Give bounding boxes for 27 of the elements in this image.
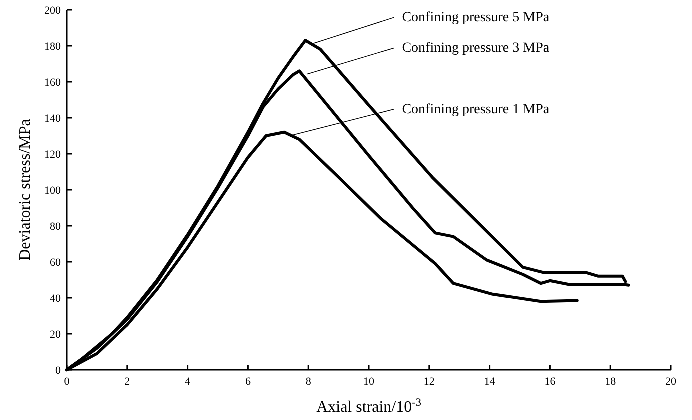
text: Confining pressure 3 MPa (402, 41, 550, 56)
y-axis-title: Deviatoric stress/MPa (17, 119, 34, 261)
x-tick-label: 12 (424, 376, 435, 388)
y-tick-label: 60 (50, 257, 62, 269)
y-tick-label: 40 (50, 293, 62, 305)
x-axis-title: Axial strain/10$^{-3}$ (316, 397, 422, 416)
x-tick-label: 8 (306, 376, 312, 388)
text: Confining pressure 1 MPa (402, 102, 550, 118)
x-tick-label: 2 (124, 376, 130, 388)
y-tick-label: 200 (44, 5, 62, 17)
x-tick-label: 18 (605, 376, 617, 388)
y-tick-label: 160 (44, 77, 62, 89)
x-tick-label: 14 (484, 376, 496, 388)
x-tick-label: 4 (185, 376, 192, 388)
text: Confining pressure 5 MPa (402, 10, 550, 26)
y-tick-label: 0 (56, 365, 62, 377)
y-tick-label: 80 (50, 221, 62, 233)
x-tick-label: 10 (364, 376, 375, 388)
x-tick-label: 0 (64, 376, 70, 388)
y-tick-label: 20 (50, 329, 62, 341)
x-tick-label: 6 (245, 376, 252, 388)
y-tick-label: 120 (44, 149, 62, 161)
y-tick-label: 140 (44, 113, 62, 125)
x-tick-label: 16 (544, 376, 556, 388)
y-tick-label: 100 (44, 185, 62, 197)
y-tick-label: 180 (44, 41, 62, 53)
x-tick-label: 20 (666, 376, 677, 388)
